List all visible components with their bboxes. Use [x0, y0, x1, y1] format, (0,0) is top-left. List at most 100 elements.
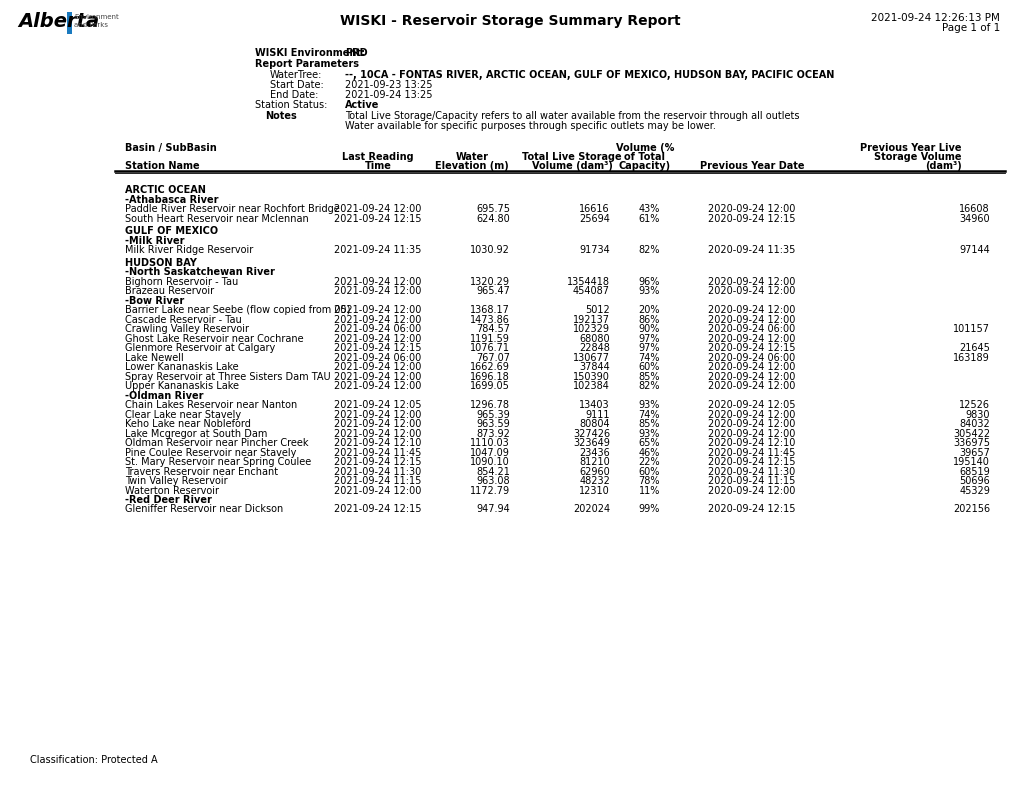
Text: 2021-09-24 13:25: 2021-09-24 13:25 — [344, 90, 432, 100]
Text: 963.59: 963.59 — [476, 419, 510, 429]
Text: 9111: 9111 — [585, 410, 609, 419]
Text: 2020-09-24 12:00: 2020-09-24 12:00 — [707, 419, 795, 429]
Text: 60%: 60% — [638, 362, 659, 372]
Text: 2020-09-24 12:00: 2020-09-24 12:00 — [707, 204, 795, 214]
Text: 2021-09-24 12:26:13 PM: 2021-09-24 12:26:13 PM — [870, 13, 999, 23]
Text: PRD: PRD — [344, 48, 367, 58]
Text: Milk River Ridge Reservoir: Milk River Ridge Reservoir — [125, 245, 253, 255]
Text: Start Date:: Start Date: — [270, 80, 323, 90]
Text: 163189: 163189 — [953, 352, 989, 362]
Text: South Heart Reservoir near Mclennan: South Heart Reservoir near Mclennan — [125, 214, 309, 224]
Text: Lake Mcgregor at South Dam: Lake Mcgregor at South Dam — [125, 429, 267, 438]
Text: 84032: 84032 — [958, 419, 989, 429]
Text: 2020-09-24 06:00: 2020-09-24 06:00 — [707, 352, 795, 362]
Text: 16608: 16608 — [959, 204, 989, 214]
Text: 45329: 45329 — [958, 485, 989, 496]
Text: Volume (%: Volume (% — [615, 143, 674, 153]
Text: 1662.69: 1662.69 — [470, 362, 510, 372]
Text: 2020-09-24 11:45: 2020-09-24 11:45 — [707, 448, 795, 458]
Text: GULF OF MEXICO: GULF OF MEXICO — [125, 226, 218, 236]
Text: Twin Valley Reservoir: Twin Valley Reservoir — [125, 476, 227, 486]
Text: Barrier Lake near Seebe (flow copied from 05): Barrier Lake near Seebe (flow copied fro… — [125, 305, 351, 315]
Text: Crawling Valley Reservoir: Crawling Valley Reservoir — [125, 324, 249, 334]
Text: 1110.03: 1110.03 — [470, 438, 510, 448]
Text: --, 10CA - FONTAS RIVER, ARCTIC OCEAN, GULF OF MEXICO, HUDSON BAY, PACIFIC OCEAN: --, 10CA - FONTAS RIVER, ARCTIC OCEAN, G… — [344, 70, 834, 80]
Text: 2020-09-24 12:15: 2020-09-24 12:15 — [707, 214, 795, 224]
Text: 82%: 82% — [638, 381, 659, 391]
Text: 130677: 130677 — [573, 352, 609, 362]
Text: Travers Reservoir near Enchant: Travers Reservoir near Enchant — [125, 466, 278, 477]
Text: 11%: 11% — [638, 485, 659, 496]
Text: 68080: 68080 — [579, 333, 609, 344]
Text: HUDSON BAY: HUDSON BAY — [125, 258, 197, 267]
Text: 13403: 13403 — [579, 400, 609, 410]
Text: 2020-09-24 12:15: 2020-09-24 12:15 — [707, 457, 795, 467]
Text: -North Saskatchewan River: -North Saskatchewan River — [125, 267, 274, 277]
Text: 5012: 5012 — [585, 305, 609, 315]
Text: 80804: 80804 — [579, 419, 609, 429]
Text: 2020-09-24 11:15: 2020-09-24 11:15 — [707, 476, 795, 486]
Text: 85%: 85% — [638, 419, 659, 429]
Text: Classification: Protected A: Classification: Protected A — [30, 755, 158, 765]
Text: 97%: 97% — [638, 333, 659, 344]
Text: Time: Time — [364, 161, 391, 171]
Text: Total Live Storage/Capacity refers to all water available from the reservoir thr: Total Live Storage/Capacity refers to al… — [344, 111, 799, 121]
Text: 46%: 46% — [638, 448, 659, 458]
Text: 2020-09-24 11:35: 2020-09-24 11:35 — [707, 245, 795, 255]
Bar — [67, 12, 72, 34]
Text: 202024: 202024 — [573, 504, 609, 515]
Text: Volume (dam³): Volume (dam³) — [531, 161, 611, 171]
Text: 101157: 101157 — [952, 324, 989, 334]
Text: 25694: 25694 — [579, 214, 609, 224]
Text: 9830: 9830 — [965, 410, 989, 419]
Text: St. Mary Reservoir near Spring Coulee: St. Mary Reservoir near Spring Coulee — [125, 457, 311, 467]
Text: and Parks: and Parks — [74, 22, 108, 28]
Text: 192137: 192137 — [573, 314, 609, 325]
Text: 22848: 22848 — [579, 343, 609, 353]
Text: 2021-09-24 12:00: 2021-09-24 12:00 — [334, 333, 421, 344]
Text: 2020-09-24 11:30: 2020-09-24 11:30 — [707, 466, 795, 477]
Text: Cascade Reservoir - Tau: Cascade Reservoir - Tau — [125, 314, 242, 325]
Text: 81210: 81210 — [579, 457, 609, 467]
Text: 2020-09-24 06:00: 2020-09-24 06:00 — [707, 324, 795, 334]
Text: 82%: 82% — [638, 245, 659, 255]
Text: -Bow River: -Bow River — [125, 296, 184, 306]
Text: Waterton Reservoir: Waterton Reservoir — [125, 485, 219, 496]
Text: 68519: 68519 — [958, 466, 989, 477]
Text: 454087: 454087 — [573, 286, 609, 296]
Text: -Red Deer River: -Red Deer River — [125, 495, 212, 505]
Text: 97144: 97144 — [958, 245, 989, 255]
Text: Upper Kananaskis Lake: Upper Kananaskis Lake — [125, 381, 238, 391]
Text: Water available for specific purposes through specific outlets may be lower.: Water available for specific purposes th… — [344, 121, 715, 131]
Text: 16616: 16616 — [579, 204, 609, 214]
Text: Previous Year Date: Previous Year Date — [699, 161, 803, 171]
Text: 2020-09-24 12:00: 2020-09-24 12:00 — [707, 410, 795, 419]
Text: 1191.59: 1191.59 — [470, 333, 510, 344]
Text: Bighorn Reservoir - Tau: Bighorn Reservoir - Tau — [125, 277, 238, 287]
Text: 2021-09-24 12:00: 2021-09-24 12:00 — [334, 485, 421, 496]
Text: 2021-09-24 12:00: 2021-09-24 12:00 — [334, 419, 421, 429]
Text: 305422: 305422 — [952, 429, 989, 438]
Text: 695.75: 695.75 — [476, 204, 510, 214]
Text: WISKI - Reservoir Storage Summary Report: WISKI - Reservoir Storage Summary Report — [339, 14, 680, 28]
Text: Lake Newell: Lake Newell — [125, 352, 183, 362]
Text: 2021-09-24 11:15: 2021-09-24 11:15 — [334, 476, 421, 486]
Text: 102329: 102329 — [573, 324, 609, 334]
Text: 2020-09-24 12:00: 2020-09-24 12:00 — [707, 277, 795, 287]
Text: Capacity): Capacity) — [619, 161, 671, 171]
Text: Active: Active — [344, 100, 379, 110]
Text: 1090.10: 1090.10 — [470, 457, 510, 467]
Text: 2020-09-24 12:00: 2020-09-24 12:00 — [707, 362, 795, 372]
Text: 1696.18: 1696.18 — [470, 371, 510, 381]
Text: Ghost Lake Reservoir near Cochrane: Ghost Lake Reservoir near Cochrane — [125, 333, 304, 344]
Text: 2021-09-24 12:00: 2021-09-24 12:00 — [334, 371, 421, 381]
Text: 2021-09-24 11:45: 2021-09-24 11:45 — [334, 448, 421, 458]
Text: 43%: 43% — [638, 204, 659, 214]
Text: -Athabasca River: -Athabasca River — [125, 195, 218, 205]
Text: Environment: Environment — [74, 14, 118, 20]
Text: 2020-09-24 12:00: 2020-09-24 12:00 — [707, 333, 795, 344]
Text: 327426: 327426 — [573, 429, 609, 438]
Text: 965.47: 965.47 — [476, 286, 510, 296]
Text: Water: Water — [455, 152, 488, 162]
Text: 23436: 23436 — [579, 448, 609, 458]
